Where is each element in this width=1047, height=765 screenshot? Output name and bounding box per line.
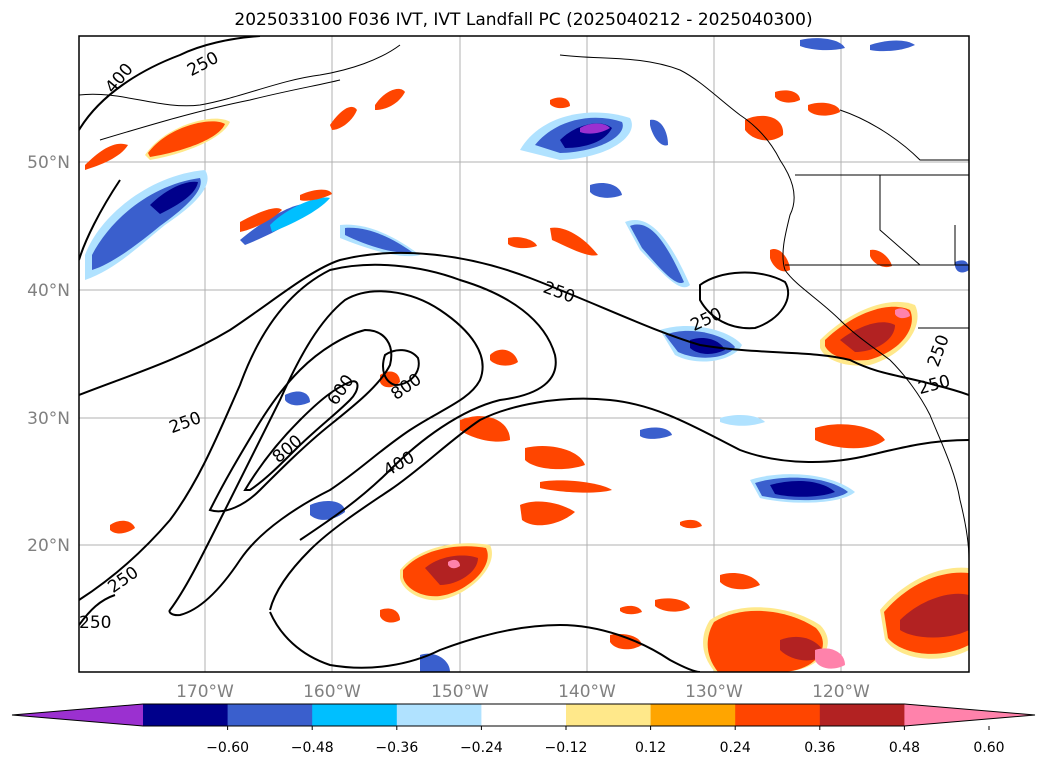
colorbar-tick-label: 0.60: [973, 740, 1004, 756]
lat-label: 50°N: [27, 153, 70, 173]
colorbar-tick-label: 0.24: [720, 740, 751, 756]
colorbar-extend-low: [12, 704, 143, 726]
contour-label: 250: [79, 613, 111, 633]
colorbar-tick-label: 0.12: [635, 740, 666, 756]
positive-pc-regions: [85, 88, 969, 672]
map-title: 2025033100 F036 IVT, IVT Landfall PC (20…: [234, 10, 813, 30]
colorbar-tick-label: −0.12: [545, 740, 588, 756]
colorbar-segment: [312, 704, 398, 726]
colorbar-segment: [566, 704, 652, 726]
colorbar-segment: [735, 704, 821, 726]
colorbar-tick-label: 0.48: [889, 740, 920, 756]
ivt-contours: [79, 36, 969, 672]
colorbar-tick-label: −0.48: [291, 740, 334, 756]
latitude-labels: 50°N 40°N 30°N 20°N: [27, 153, 70, 556]
colorbar-segment: [819, 704, 905, 726]
colorbar-segment: [143, 704, 229, 726]
colorbar-segment: [396, 704, 482, 726]
lon-label: 160°W: [303, 682, 361, 702]
colorbar: [11, 703, 1036, 727]
colorbar-tick-label: −0.24: [460, 740, 503, 756]
lon-label: 120°W: [812, 682, 870, 702]
colorbar-tick-label: −0.60: [206, 740, 249, 756]
negative-pc-regions: [85, 38, 969, 672]
lat-label: 20°N: [27, 536, 70, 556]
colorbar-extend-high: [904, 704, 1035, 726]
colorbar-segment: [481, 704, 567, 726]
colorbar-ticks: −0.60 −0.48 −0.36 −0.24 −0.12 0.12 0.24 0.36 0.4…: [206, 726, 1005, 756]
colorbar-outline: [11, 703, 1036, 727]
colorbar-segment: [227, 704, 313, 726]
longitude-labels: 170°W 160°W 150°W 140°W 130°W 120°W: [176, 682, 870, 702]
lat-label: 40°N: [27, 281, 70, 301]
gridlines: [79, 36, 969, 672]
lon-label: 130°W: [685, 682, 743, 702]
lon-label: 170°W: [176, 682, 234, 702]
lon-label: 140°W: [558, 682, 616, 702]
colorbar-tick-label: −0.36: [375, 740, 418, 756]
map-background: [79, 36, 969, 672]
colorbar-tick-label: 0.36: [804, 740, 835, 756]
lat-label: 30°N: [27, 409, 70, 429]
lon-label: 150°W: [431, 682, 489, 702]
coastlines: [79, 44, 969, 561]
map-frame: [78, 35, 970, 673]
colorbar-segment: [650, 704, 736, 726]
